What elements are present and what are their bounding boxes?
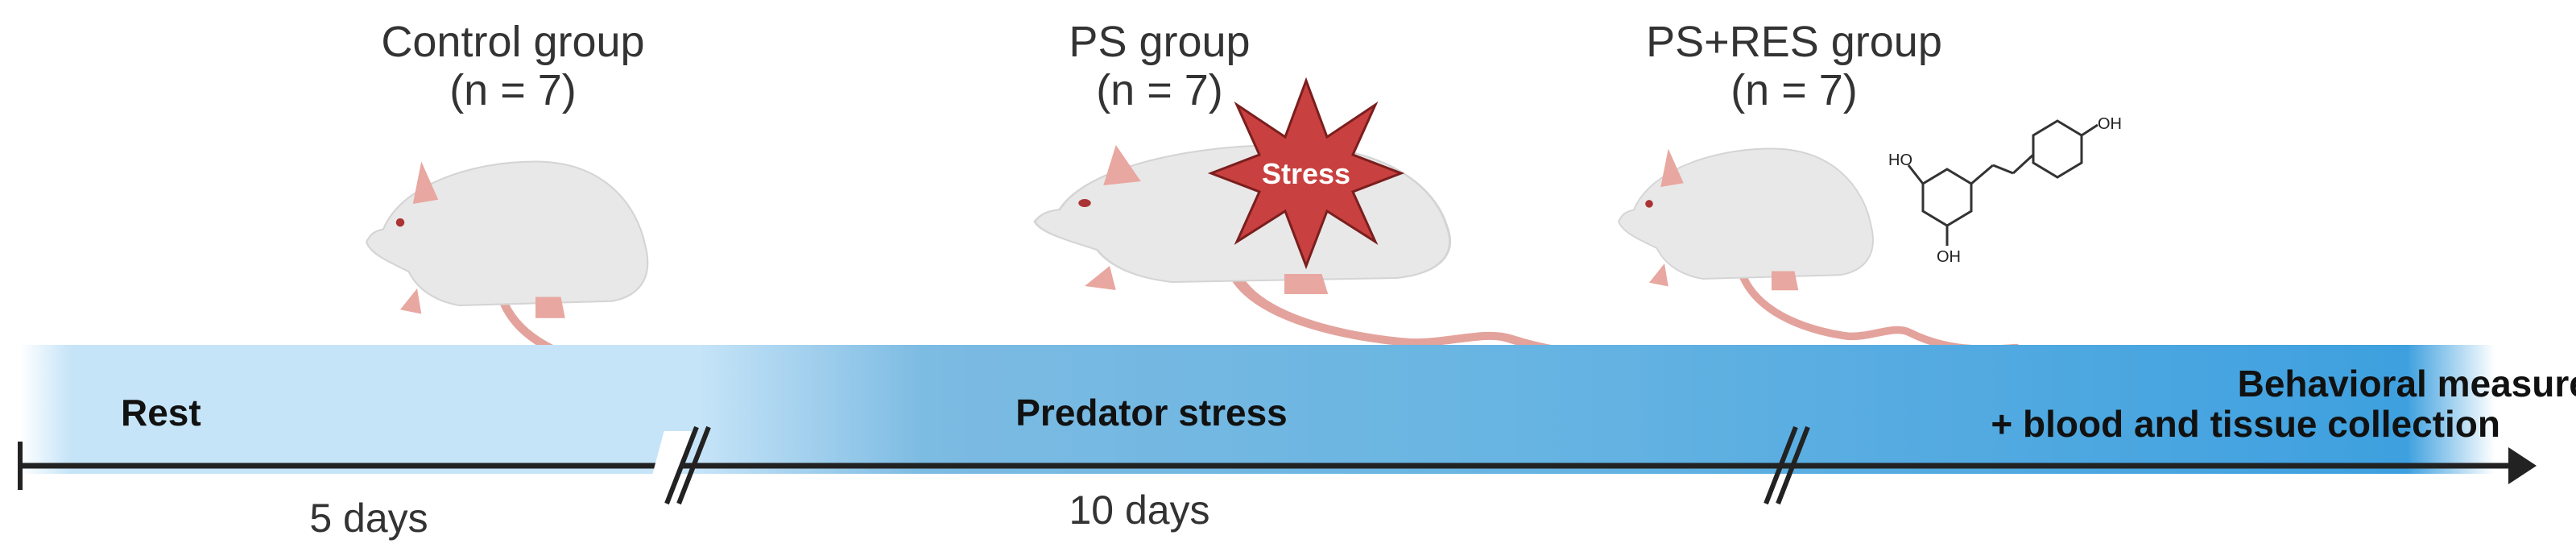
group-control: Control group (n = 7) — [366, 18, 806, 383]
oh-label: OH — [2098, 115, 2122, 133]
oh-label: OH — [1937, 248, 1961, 266]
group-n: (n = 7) — [1730, 66, 1858, 114]
group-name: PS+RES group — [1646, 18, 1942, 66]
group-n: (n = 7) — [449, 66, 577, 114]
stress-label: Stress — [1262, 157, 1350, 190]
duration-rest: 5 days — [309, 496, 428, 541]
group-name: PS group — [1069, 18, 1250, 66]
group-name: Control group — [381, 18, 644, 66]
timeline-axis — [18, 425, 2537, 505]
phase-final-line1: Behavioral measures — [2238, 363, 2576, 405]
group-ps: PS group (n = 7) Stress — [1035, 18, 1684, 356]
phase-final-line2: + blood and tissue collection — [1991, 403, 2500, 445]
resveratrol-molecule-icon: HO OH OH — [1888, 115, 2122, 266]
ho-label: HO — [1888, 151, 1912, 169]
group-n: (n = 7) — [1096, 66, 1223, 114]
phase-rest: Rest — [121, 392, 201, 434]
timeline-band — [20, 345, 2533, 474]
stress-star-icon: Stress — [1207, 77, 1405, 270]
axis-break-icon — [1764, 425, 1810, 505]
group-ps-res: PS+RES group (n = 7) HO OH OH — [1619, 18, 2122, 349]
arrow-head-icon — [2508, 447, 2537, 484]
phase-predator-stress: Predator stress — [1015, 392, 1288, 434]
duration-predator-stress: 10 days — [1069, 488, 1209, 533]
axis-break-icon — [644, 425, 711, 505]
